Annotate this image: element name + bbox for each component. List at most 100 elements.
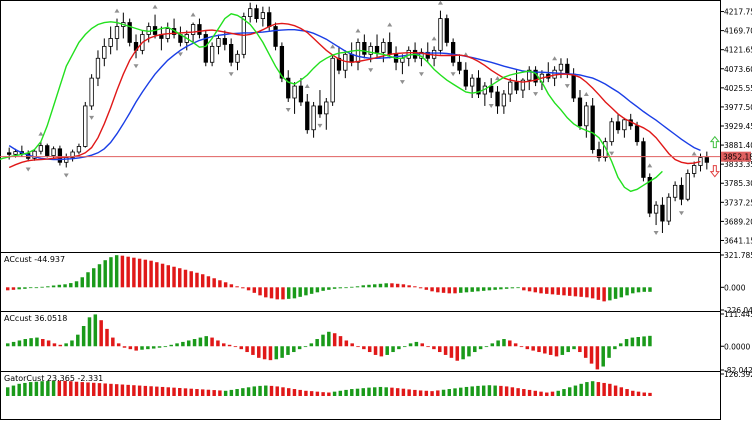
fractal-down-marker <box>564 84 570 89</box>
histogram-bar <box>407 389 411 396</box>
candle <box>292 85 297 99</box>
histogram-bar <box>252 386 257 396</box>
histogram-bar <box>585 382 589 396</box>
histogram-bar <box>122 346 127 348</box>
histogram-bar <box>385 346 389 355</box>
candle <box>248 8 253 18</box>
candle <box>672 184 678 198</box>
histogram-bar <box>11 341 16 347</box>
histogram-bar <box>6 287 10 291</box>
y-axis-tick-label: 126.392 <box>724 370 752 379</box>
histogram-bar <box>111 337 115 347</box>
histogram-bar <box>160 263 165 288</box>
histogram-bar <box>596 287 601 300</box>
histogram-bar <box>132 385 136 396</box>
histogram-bar <box>160 386 165 396</box>
candle <box>229 43 234 63</box>
histogram-bar <box>258 287 262 296</box>
histogram-bar <box>143 385 148 396</box>
fractal-down-marker <box>533 92 539 97</box>
histogram-bar <box>262 346 267 360</box>
histogram-bar <box>315 287 320 293</box>
candle <box>330 57 335 103</box>
histogram-bar <box>613 346 617 350</box>
histogram-bar <box>441 389 446 396</box>
histogram-bar <box>181 341 185 347</box>
fractal-up-marker <box>431 36 437 41</box>
histogram-bar <box>172 266 176 288</box>
histogram-bar <box>467 346 471 357</box>
candle <box>634 125 640 143</box>
histogram-bar <box>23 287 27 289</box>
histogram-bar <box>257 346 261 358</box>
histogram-bar <box>572 346 576 350</box>
fractal-up-marker <box>190 12 196 17</box>
alligator-teeth-line <box>8 22 701 169</box>
y-axis-tick-label: 4169.70 <box>724 27 752 36</box>
candle <box>260 12 266 19</box>
histogram-bar <box>502 339 506 347</box>
histogram-bar <box>567 387 572 396</box>
candle <box>45 145 50 156</box>
histogram-bar <box>373 346 378 355</box>
candle <box>603 141 608 158</box>
histogram-bar <box>223 390 228 396</box>
histogram-bar <box>241 287 245 289</box>
histogram-bar <box>103 260 107 288</box>
histogram-bar <box>189 271 193 288</box>
histogram-bar <box>69 283 73 288</box>
histogram-bar <box>624 339 629 347</box>
candle <box>685 173 690 200</box>
histogram-bar <box>149 260 153 288</box>
histogram-bar <box>275 287 279 300</box>
fractal-down-marker <box>25 167 31 172</box>
histogram-bar <box>556 287 560 295</box>
fractal-up-marker <box>38 131 44 136</box>
candle <box>203 34 208 63</box>
histogram-bar <box>34 287 39 289</box>
histogram-bar <box>390 387 394 396</box>
histogram-bar <box>464 287 469 293</box>
histogram-bar <box>578 346 582 353</box>
histogram-bar <box>143 259 148 288</box>
histogram-bar <box>229 389 234 396</box>
chart-frame <box>0 0 721 420</box>
histogram-bar <box>304 390 308 396</box>
y-axis-tick-label: 0.000 <box>724 283 746 292</box>
histogram-bar <box>166 265 171 288</box>
histogram-bar <box>496 340 500 347</box>
histogram-bar <box>619 287 624 298</box>
sell-arrow-icon <box>709 165 720 178</box>
histogram-bar <box>607 346 611 358</box>
histogram-bar <box>74 281 79 288</box>
histogram-bar <box>402 346 407 348</box>
histogram-bar <box>545 392 549 396</box>
histogram-bar <box>258 385 262 396</box>
candle <box>83 105 88 147</box>
histogram-bar <box>401 388 406 396</box>
candle <box>273 26 278 47</box>
histogram-bar <box>414 341 419 347</box>
histogram-bar <box>436 390 440 396</box>
histogram-bar <box>46 340 51 347</box>
histogram-bar <box>499 385 503 396</box>
histogram-bar <box>233 346 238 348</box>
fractal-up-marker <box>583 91 589 96</box>
histogram-bar <box>186 340 191 347</box>
histogram-bar <box>11 287 16 290</box>
candle <box>692 165 697 174</box>
candle <box>527 69 532 81</box>
histogram-bar <box>459 387 463 396</box>
histogram-bar <box>46 381 50 396</box>
histogram-bar <box>86 272 90 288</box>
histogram-bar <box>229 284 234 288</box>
candle <box>387 42 392 55</box>
histogram-bar <box>476 385 480 396</box>
histogram-bar <box>590 381 595 396</box>
histogram-bar <box>395 283 400 288</box>
histogram-bar <box>268 346 273 361</box>
candle <box>349 53 354 63</box>
histogram-bar <box>269 287 274 299</box>
